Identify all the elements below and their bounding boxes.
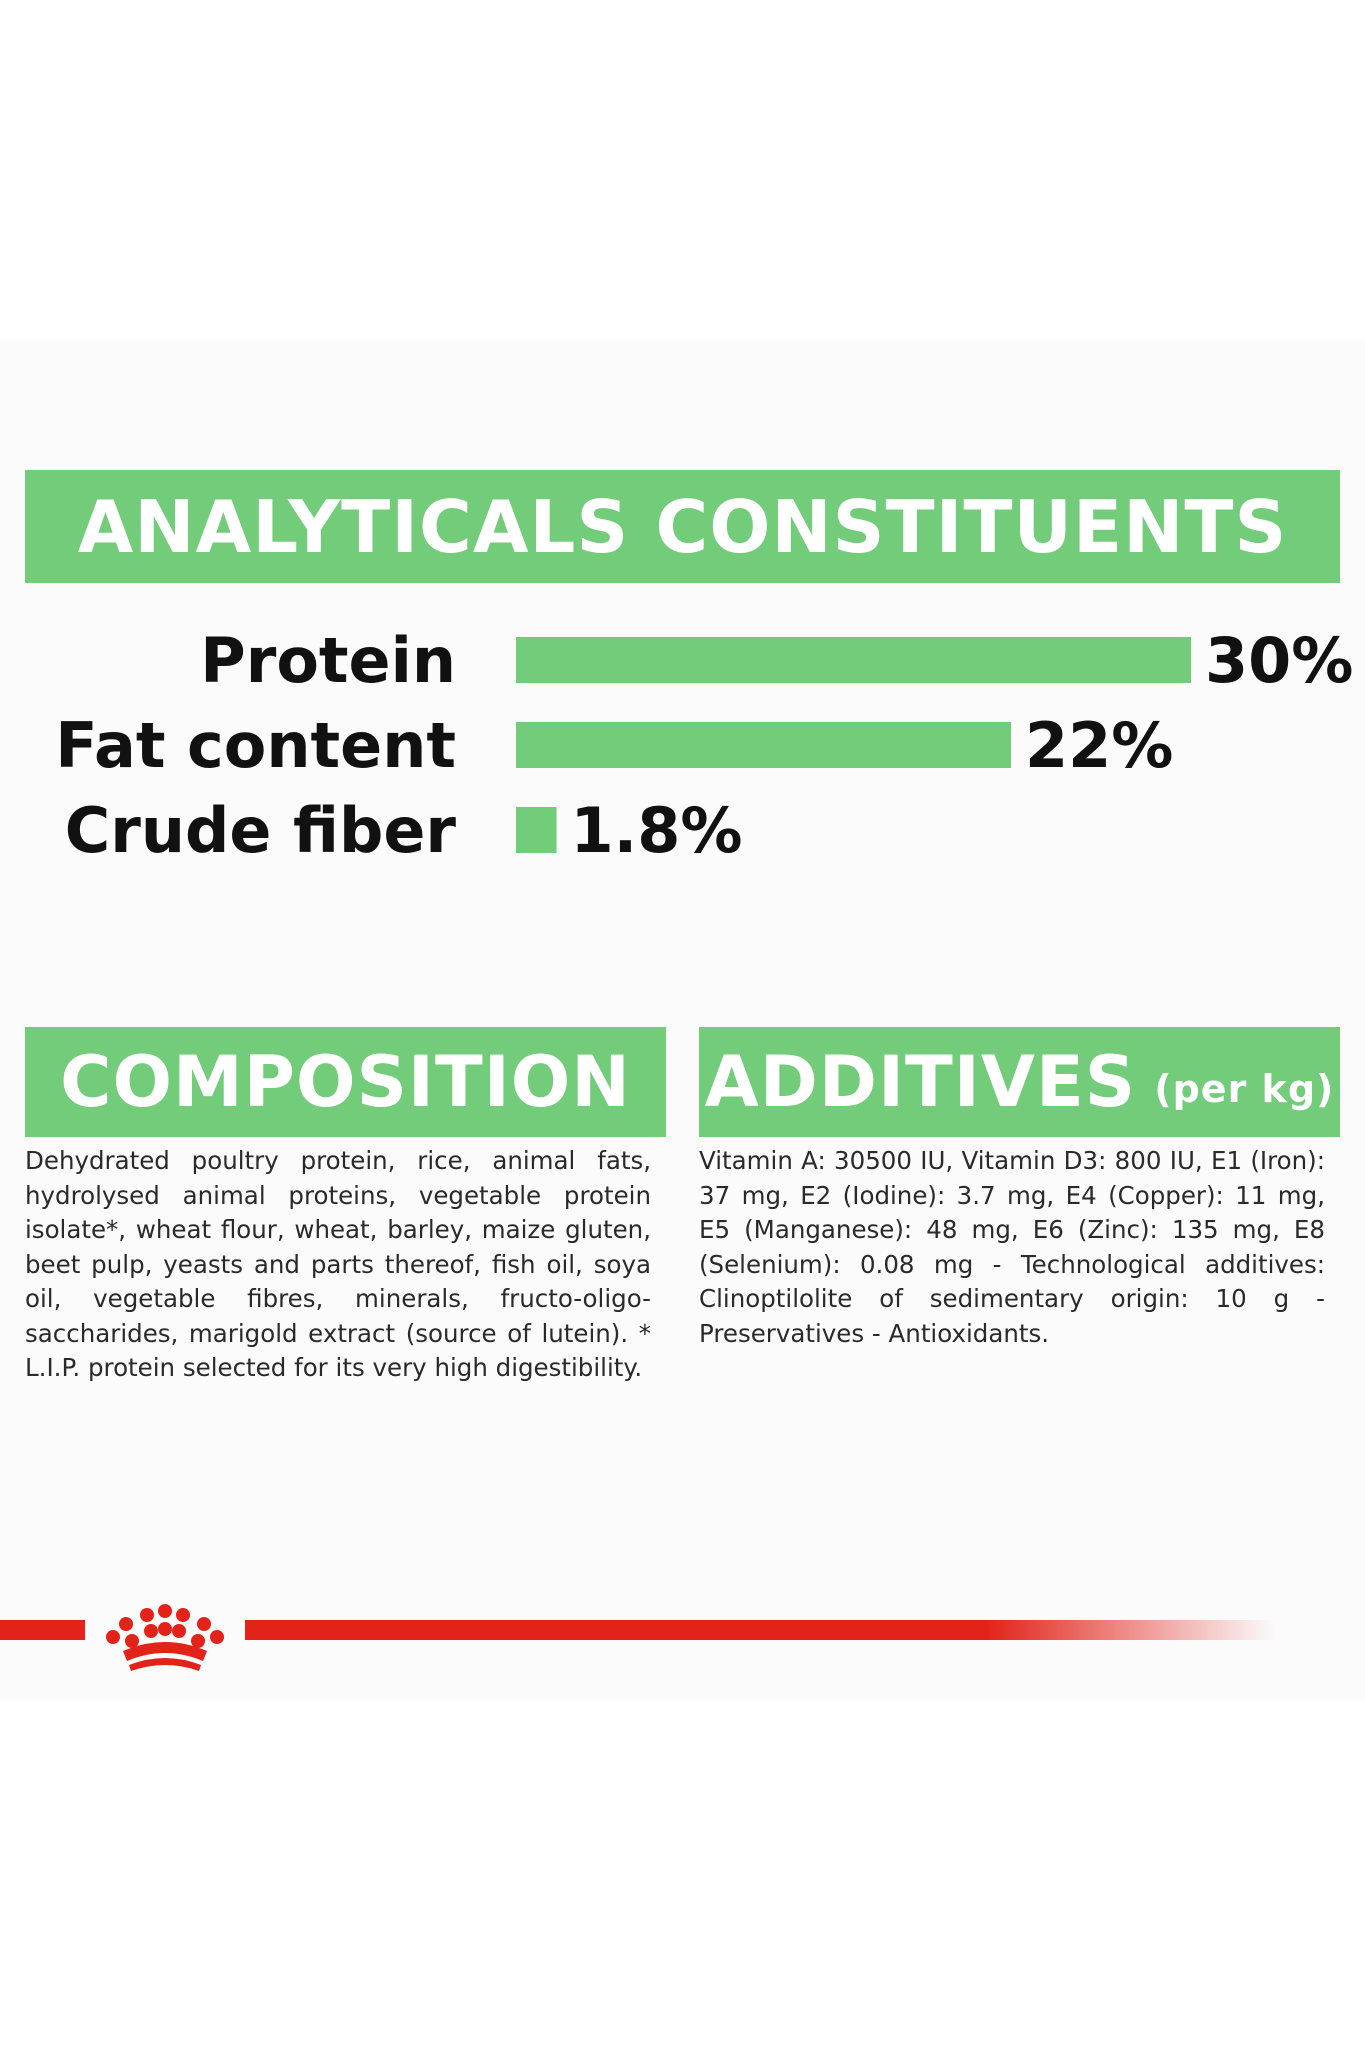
analytical-constituents-title: ANALYTICALS CONSTITUENTS xyxy=(77,484,1288,569)
brand-stripe-left xyxy=(0,1620,85,1640)
royal-canin-crown-icon xyxy=(106,1604,224,1671)
constituents-bar-chart: Protein 30% Fat content 22% Crude fiber 1.8% xyxy=(55,624,1353,867)
category-label: Crude fiber xyxy=(65,794,457,867)
additives-title: ADDITIVES xyxy=(704,1041,1137,1123)
brand-stripe-right xyxy=(245,1620,1275,1640)
additives-banner: ADDITIVES (per kg) xyxy=(699,1027,1340,1137)
value-label: 1.8% xyxy=(571,794,743,867)
category-label: Protein xyxy=(200,624,456,697)
value-label: 22% xyxy=(1025,709,1173,782)
additives-unit: (per kg) xyxy=(1154,1067,1335,1111)
bar xyxy=(516,722,1011,768)
bar xyxy=(516,637,1191,683)
analytical-constituents-banner: ANALYTICALS CONSTITUENTS xyxy=(25,470,1340,583)
value-label: 30% xyxy=(1205,624,1353,697)
bar xyxy=(516,807,557,853)
composition-text: Dehydrated poultry protein, rice, animal… xyxy=(25,1146,651,1382)
category-label: Fat content xyxy=(55,709,456,782)
composition-banner: COMPOSITION xyxy=(25,1027,666,1137)
composition-title: COMPOSITION xyxy=(60,1041,631,1123)
additives-text: Vitamin A: 30500 IU, Vitamin D3: 800 IU,… xyxy=(699,1146,1325,1348)
